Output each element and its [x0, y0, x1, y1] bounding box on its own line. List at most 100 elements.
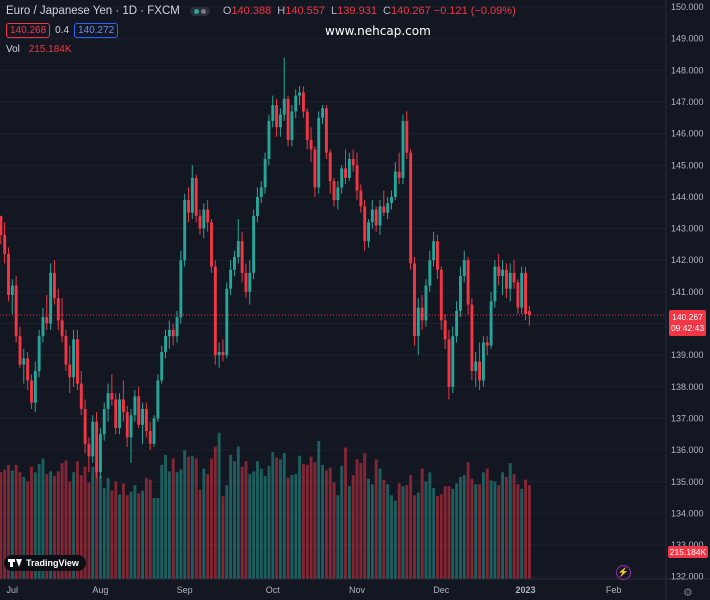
volume-bar — [202, 468, 206, 579]
sell-price-button[interactable]: 140.268 — [6, 23, 51, 38]
volume-bar — [206, 474, 210, 579]
volume-bar — [428, 472, 432, 579]
volume-label: Vol — [6, 44, 20, 55]
candle-body — [390, 196, 393, 204]
volume-bar — [309, 456, 313, 579]
candle-body — [332, 181, 336, 201]
volume-bar — [225, 485, 229, 579]
volume-bar — [497, 485, 501, 579]
candle-body — [175, 317, 179, 337]
candle-body — [160, 351, 164, 381]
time-tick-label: 2023 — [515, 585, 535, 595]
candle-body — [53, 272, 56, 299]
volume-bar — [474, 484, 478, 579]
volume-bar — [236, 446, 240, 579]
volume-bar — [367, 478, 370, 579]
volume-bar — [76, 461, 79, 579]
candle-body — [282, 98, 286, 115]
candle-body — [0, 215, 3, 235]
candle-body — [137, 396, 141, 425]
volume-bar — [527, 485, 531, 579]
volume-bar — [0, 472, 3, 579]
candle-body — [278, 114, 282, 128]
time-tick-label: Oct — [266, 585, 281, 595]
market-status-indicator[interactable] — [189, 6, 210, 16]
candle-body — [397, 171, 401, 178]
candle-body — [22, 358, 26, 365]
gear-icon[interactable]: ⚙ — [683, 587, 693, 599]
buy-price-button[interactable]: 140.272 — [74, 23, 119, 38]
change-value: −0.121 (−0.09%) — [433, 5, 516, 17]
volume-bar — [137, 493, 141, 579]
volume-bar — [305, 464, 309, 579]
candle-body — [378, 206, 382, 226]
volume-bar — [98, 475, 102, 579]
candle-body — [432, 241, 436, 261]
candle-body — [248, 272, 252, 292]
candle-body — [309, 139, 313, 150]
time-tick-label: Nov — [349, 585, 366, 595]
volume-bar — [447, 486, 451, 579]
candle-body — [271, 105, 275, 121]
candle-body — [244, 272, 248, 292]
volume-bar — [401, 486, 405, 579]
candle-body — [56, 298, 60, 321]
price-axis[interactable]: 132.000 133.000 134.000 135.000 136.000 137.0… — [671, 2, 704, 582]
candle-body — [95, 421, 99, 473]
candle-body — [305, 111, 309, 140]
candle-body — [133, 396, 137, 416]
lightning-icon[interactable]: ⚡ — [616, 565, 631, 580]
candle-body — [478, 361, 482, 381]
time-axis[interactable]: Jul Aug Sep Oct Nov Dec 2023 Feb — [7, 585, 622, 595]
volume-bar — [125, 495, 129, 579]
volume-bar — [190, 455, 194, 579]
open-label: O — [222, 5, 232, 17]
candle-body — [267, 120, 271, 159]
candle-body — [87, 443, 91, 457]
volume-legend[interactable]: Vol 215.184K — [6, 44, 72, 55]
volume-bar — [213, 446, 217, 579]
volume-bar — [83, 466, 87, 579]
candle-body — [229, 269, 233, 289]
volume-bar — [41, 458, 45, 579]
candle-body — [206, 209, 210, 223]
time-tick-label: Dec — [433, 585, 450, 595]
volume-bar — [501, 472, 505, 579]
symbol-title[interactable]: Euro / Japanese Yen · 1D · FXCM — [6, 5, 180, 17]
volume-bar — [79, 475, 83, 579]
volume-bar — [324, 470, 328, 579]
candle-body — [164, 336, 167, 352]
volume-bar — [10, 470, 14, 579]
candle-body — [527, 311, 531, 316]
volume-bar — [286, 477, 290, 579]
candle-body — [152, 418, 156, 444]
volume-bar — [466, 462, 470, 579]
candle-body — [98, 434, 102, 473]
volume-bar — [393, 500, 397, 579]
volume-bar — [198, 489, 202, 579]
candle-body — [428, 260, 432, 286]
volume-bar — [359, 463, 363, 579]
candle-body — [83, 408, 87, 444]
volume-bar — [351, 475, 355, 579]
candle-body — [340, 168, 344, 188]
volume-bar — [14, 464, 18, 579]
price-tick-label: 145.000 — [671, 160, 704, 170]
volume-bar — [233, 461, 236, 579]
volume-bar — [167, 471, 171, 579]
candle-body — [374, 209, 378, 226]
candle-body — [49, 272, 53, 324]
price-tick-label: 132.000 — [671, 572, 704, 582]
volume-bar — [493, 481, 497, 579]
volume-bar — [267, 465, 271, 579]
tradingview-badge[interactable]: TradingView — [4, 555, 86, 571]
candle-body — [401, 120, 405, 178]
volume-bar — [282, 452, 286, 579]
candle-body — [344, 168, 347, 178]
price-tick-label: 142.000 — [671, 255, 704, 265]
candle-body — [367, 222, 370, 242]
volume-bar — [37, 464, 41, 579]
ohlc-values: O140.388 H140.557 L139.931 C140.267 −0.1… — [220, 5, 516, 17]
price-tick-label: 136.000 — [671, 445, 704, 455]
